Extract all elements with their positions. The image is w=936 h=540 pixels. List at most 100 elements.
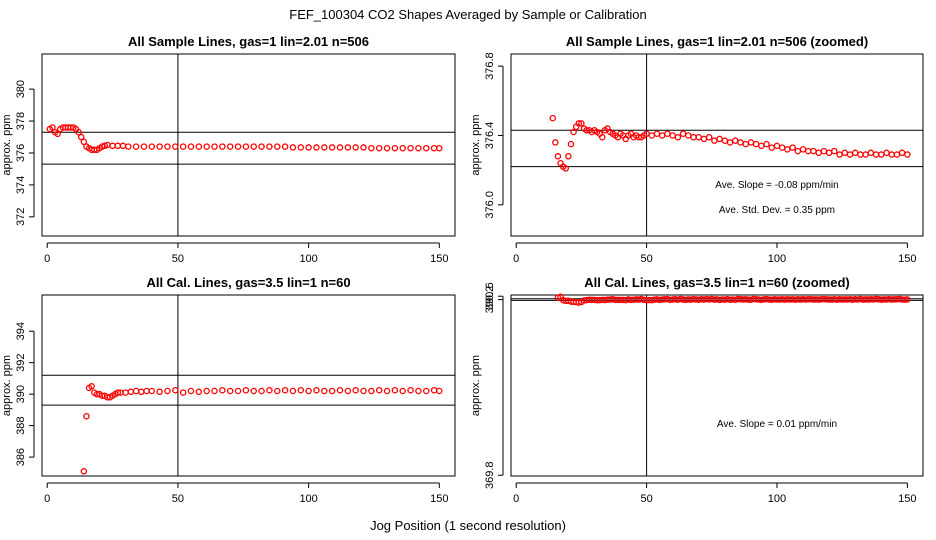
data-point [422,387,430,395]
data-point [726,139,734,146]
data-point [721,137,729,144]
y-tick-label: 376 [15,144,27,162]
y-tick-label: 376.0 [484,191,496,219]
data-point [352,386,359,394]
data-point [344,387,352,395]
data-point [565,153,572,160]
data-point [901,296,908,303]
data-point [648,132,656,139]
data-point [203,143,210,150]
x-tick-label: 100 [299,253,317,265]
y-tick-label: 376.8 [484,52,496,80]
x-tick-label: 100 [768,253,786,265]
data-point [127,388,135,396]
panel-cal-zoomed: All Cal. Lines, gas=3.5 lin=1 n=60 (zoom… [470,275,924,505]
x-tick-label: 150 [430,493,448,505]
data-point [825,149,833,157]
data-point [773,142,781,150]
data-point [768,144,776,151]
x-tick-label: 0 [44,253,50,265]
y-axis-label: approx. ppm [470,355,482,416]
x-tick-label: 150 [430,253,448,265]
data-point [195,143,203,150]
panel-title: All Sample Lines, gas=1 lin=2.01 n=506 (… [566,34,868,49]
data-point [836,151,843,158]
data-point [674,133,682,141]
data-point [80,138,88,146]
data-point [747,139,755,146]
data-point [219,386,226,394]
y-tick-label: 372 [15,208,27,226]
data-point [281,143,289,150]
data-point [242,143,250,150]
data-point [695,133,702,141]
data-point [258,387,265,395]
data-point [368,144,375,152]
data-point [820,147,828,155]
y-tick-label: 392 [15,353,27,371]
data-point [690,133,697,141]
data-point [810,147,817,155]
data-point [391,386,399,394]
data-point [846,151,854,158]
data-point [679,130,687,137]
data-point [758,142,765,150]
data-point [893,151,901,158]
data-point [841,149,849,157]
x-tick-label: 150 [898,493,916,505]
data-point [289,387,297,395]
data-point [375,144,383,152]
data-point [700,135,708,143]
data-point [313,144,320,151]
data-point [336,386,344,394]
x-tick-label: 150 [898,253,916,265]
data-point [789,144,796,151]
data-point [878,151,885,158]
data-point [737,139,744,146]
data-point [109,142,116,150]
y-tick-label: 378 [15,112,27,130]
data-point [705,133,713,141]
panel-title: All Cal. Lines, gas=3.5 lin=1 n=60 [146,275,350,290]
data-point [794,147,802,155]
data-point [430,386,438,394]
data-point [234,143,242,150]
data-point [266,143,273,150]
y-axis-label: approx. ppm [1,355,13,416]
data-point [567,140,575,148]
data-point [399,144,406,152]
data-point [122,389,129,396]
data-point [187,387,195,395]
data-point [125,143,132,150]
data-point [352,144,359,151]
data-point [80,468,88,475]
figure-main-title: FEF_100304 CO2 Shapes Averaged by Sample… [289,7,646,22]
x-tick-label: 50 [172,493,184,505]
data-point [784,146,791,153]
data-point [742,140,749,148]
data-point [328,387,336,395]
data-point [114,142,122,150]
data-point [187,143,195,150]
plot-frame [510,294,924,477]
x-tick-label: 0 [513,253,519,265]
y-tick-label: 386 [15,448,27,466]
y-tick-label: 390.2 [484,286,496,314]
data-point [763,140,770,148]
data-point [653,130,661,137]
data-point [258,143,265,150]
plot-frame [510,53,924,237]
data-point [752,140,760,148]
panel-title: All Sample Lines, gas=1 lin=2.01 n=506 [128,34,369,49]
data-point [599,133,606,141]
data-point [862,151,869,158]
data-point [857,151,864,158]
data-point [904,151,911,158]
data-point [49,124,56,131]
y-tick-label: 376.4 [484,122,496,150]
data-point [867,149,875,157]
data-point [575,299,583,306]
data-point [114,389,122,396]
data-point [119,142,127,150]
